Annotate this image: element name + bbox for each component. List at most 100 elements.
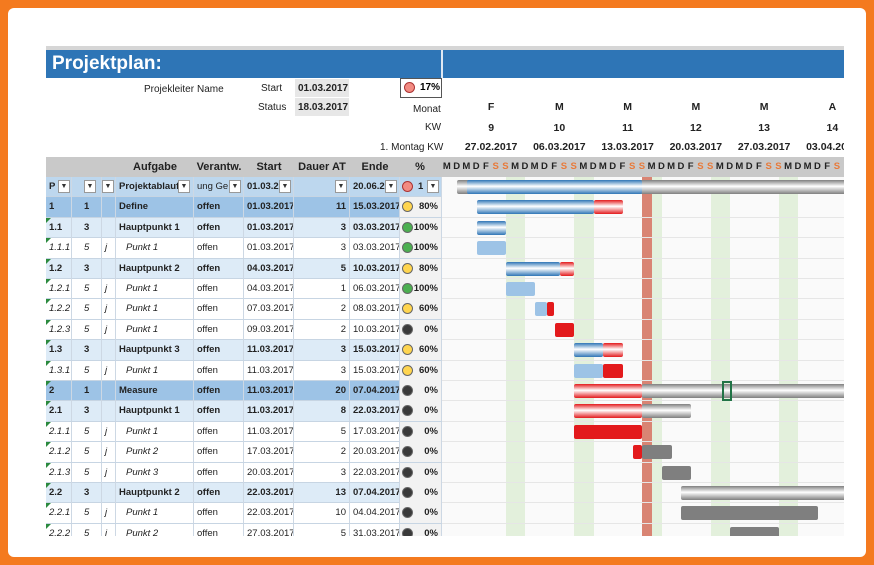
row-ende[interactable]: 10.03.2017 [350, 319, 400, 340]
row-j-flag[interactable]: j [102, 279, 116, 299]
row-id[interactable]: 1.2.2 [46, 299, 72, 320]
gantt-bar-remaining[interactable] [681, 506, 818, 521]
filter-task[interactable]: Projektablauf ▼ [116, 177, 194, 197]
row-task[interactable]: Punkt 1 [116, 421, 194, 442]
row-level[interactable]: 3 [72, 483, 102, 503]
row-level[interactable]: 5 [72, 503, 102, 524]
gantt-bar-remaining[interactable] [642, 445, 672, 460]
row-ende[interactable]: 22.03.2017 [350, 462, 400, 483]
selected-cell[interactable] [722, 381, 733, 401]
dropdown-arrow-icon[interactable]: ▼ [385, 180, 397, 193]
gantt-bar-late[interactable] [574, 404, 643, 419]
row-pct-cell[interactable]: 0% [400, 503, 442, 524]
row-verantw[interactable]: offen [194, 503, 244, 524]
row-ende[interactable]: 15.03.2017 [350, 197, 400, 218]
row-j-flag[interactable]: j [102, 442, 116, 463]
table-row[interactable]: 2.1.2 5 j Punkt 2 offen 17.03.2017 2 20.03.2017… [46, 442, 442, 463]
start-value-cell[interactable] [295, 79, 349, 97]
dropdown-arrow-icon[interactable]: ▼ [335, 180, 347, 193]
row-dauer[interactable]: 2 [294, 319, 350, 340]
row-task[interactable]: Punkt 1 [116, 319, 194, 340]
table-row[interactable]: 1 1 Define offen 01.03.2017 11 15.03.2017 80% [46, 197, 442, 218]
row-j-flag[interactable]: j [102, 503, 116, 524]
row-dauer[interactable]: 3 [294, 238, 350, 259]
row-start[interactable]: 11.03.2017 [244, 381, 294, 401]
row-start[interactable]: 22.03.2017 [244, 503, 294, 524]
gantt-bar-late[interactable] [554, 322, 574, 337]
row-j-flag[interactable]: j [102, 421, 116, 442]
status-value-cell[interactable] [295, 98, 349, 116]
row-j-flag[interactable]: j [102, 319, 116, 340]
row-j-flag[interactable] [102, 197, 116, 218]
row-task[interactable]: Hauptpunkt 2 [116, 258, 194, 279]
row-pct-cell[interactable]: 60% [400, 340, 442, 361]
row-level[interactable]: 1 [72, 197, 102, 218]
row-pct-cell[interactable]: 100% [400, 238, 442, 259]
gantt-bar-done[interactable] [574, 343, 604, 358]
gantt-bar-done[interactable] [505, 282, 535, 296]
table-row[interactable]: 1.2.1 5 j Punkt 1 offen 04.03.2017 1 06.03.2017… [46, 279, 442, 300]
row-dauer[interactable]: 3 [294, 340, 350, 361]
dropdown-arrow-icon[interactable]: ▼ [178, 180, 190, 193]
row-ende[interactable]: 07.04.2017 [350, 381, 400, 401]
row-verantw[interactable]: offen [194, 299, 244, 320]
progress-box[interactable]: 17% [400, 78, 442, 98]
row-j-flag[interactable]: j [102, 523, 116, 536]
row-j-flag[interactable]: j [102, 360, 116, 381]
row-id[interactable]: 2.1.2 [46, 442, 72, 463]
row-level[interactable]: 5 [72, 279, 102, 299]
row-start[interactable]: 09.03.2017 [244, 319, 294, 340]
row-pct-cell[interactable]: 100% [400, 279, 442, 299]
row-verantw[interactable]: offen [194, 381, 244, 401]
row-dauer[interactable]: 1 [294, 279, 350, 299]
dropdown-arrow-icon[interactable]: ▼ [427, 180, 439, 193]
gantt-bar-late[interactable] [603, 363, 623, 378]
row-ende[interactable]: 08.03.2017 [350, 299, 400, 320]
row-dauer[interactable]: 5 [294, 421, 350, 442]
row-verantw[interactable]: offen [194, 483, 244, 503]
row-level[interactable]: 5 [72, 319, 102, 340]
row-pct-cell[interactable]: 0% [400, 381, 442, 401]
row-pct-cell[interactable]: 0% [400, 462, 442, 483]
gantt-bar-late[interactable] [593, 200, 623, 215]
gantt-bar-done[interactable] [476, 220, 506, 235]
row-level[interactable]: 3 [72, 401, 102, 422]
row-verantw[interactable]: offen [194, 360, 244, 381]
gantt-bar-late[interactable] [632, 445, 643, 460]
row-task[interactable]: Punkt 1 [116, 360, 194, 381]
row-start[interactable]: 27.03.2017 [244, 523, 294, 536]
row-id[interactable]: 1.3 [46, 340, 72, 361]
filter-verantw[interactable]: ung Ge ▼ [194, 177, 244, 197]
row-id[interactable]: 2.2.1 [46, 503, 72, 524]
row-ende[interactable]: 03.03.2017 [350, 217, 400, 238]
row-j-flag[interactable] [102, 483, 116, 503]
row-j-flag[interactable]: j [102, 462, 116, 483]
row-task[interactable]: Measure [116, 381, 194, 401]
gantt-bar-late[interactable] [546, 302, 555, 317]
row-verantw[interactable]: offen [194, 238, 244, 259]
row-pct-cell[interactable]: 0% [400, 319, 442, 340]
row-dauer[interactable]: 3 [294, 462, 350, 483]
row-level[interactable]: 5 [72, 462, 102, 483]
row-pct-cell[interactable]: 100% [400, 217, 442, 238]
filter-ende[interactable]: 20.06.2 ▼ [350, 177, 400, 197]
row-verantw[interactable]: offen [194, 442, 244, 463]
table-row[interactable]: 1.2.2 5 j Punkt 1 offen 07.03.2017 2 08.03.2017… [46, 299, 442, 320]
row-verantw[interactable]: offen [194, 523, 244, 536]
row-ende[interactable]: 15.03.2017 [350, 360, 400, 381]
row-verantw[interactable]: offen [194, 401, 244, 422]
table-row[interactable]: 2.1.1 5 j Punkt 1 offen 11.03.2017 5 17.03.2017… [46, 421, 442, 443]
gantt-bar-late[interactable] [574, 424, 643, 439]
row-level[interactable]: 5 [72, 421, 102, 442]
row-level[interactable]: 3 [72, 217, 102, 238]
filter-active-icon[interactable]: ▼ [84, 180, 96, 193]
row-task[interactable]: Hauptpunkt 1 [116, 401, 194, 422]
row-task[interactable]: Punkt 1 [116, 238, 194, 259]
row-start[interactable]: 11.03.2017 [244, 360, 294, 381]
dropdown-arrow-icon[interactable]: ▼ [229, 180, 241, 193]
row-verantw[interactable]: offen [194, 279, 244, 299]
row-start[interactable]: 01.03.2017 [244, 238, 294, 259]
table-row[interactable]: 1.3 3 Hauptpunkt 3 offen 11.03.2017 3 15.03.20… [46, 340, 442, 361]
row-pct-cell[interactable]: 0% [400, 483, 442, 503]
row-verantw[interactable]: offen [194, 258, 244, 279]
